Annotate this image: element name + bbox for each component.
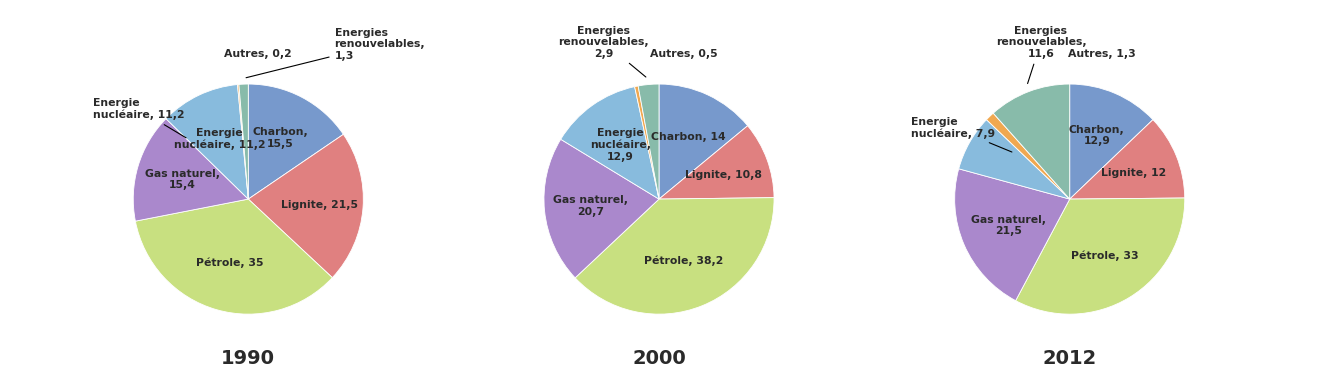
Wedge shape <box>544 139 659 278</box>
Text: Gas naturel,
20,7: Gas naturel, 20,7 <box>552 195 627 217</box>
Text: Lignite, 21,5: Lignite, 21,5 <box>281 200 358 210</box>
Text: Pétrole, 33: Pétrole, 33 <box>1070 251 1139 261</box>
Wedge shape <box>166 85 248 199</box>
Text: Energie
nucléaire, 11,2: Energie nucléaire, 11,2 <box>174 128 265 150</box>
Text: Charbon,
15,5: Charbon, 15,5 <box>253 127 308 149</box>
Wedge shape <box>634 86 659 199</box>
Text: Lignite, 10,8: Lignite, 10,8 <box>685 170 762 180</box>
Wedge shape <box>659 84 747 199</box>
Text: Charbon, 14: Charbon, 14 <box>651 131 726 142</box>
Wedge shape <box>248 84 344 199</box>
Text: Charbon,
12,9: Charbon, 12,9 <box>1069 125 1124 146</box>
Text: Energie
nucléaire,
12,9: Energie nucléaire, 12,9 <box>589 128 651 162</box>
Wedge shape <box>1070 84 1153 199</box>
Text: Pétrole, 38,2: Pétrole, 38,2 <box>645 256 724 266</box>
Text: Autres, 0,5: Autres, 0,5 <box>651 49 718 59</box>
Wedge shape <box>954 169 1070 301</box>
Wedge shape <box>994 84 1070 199</box>
Text: Gas naturel,
15,4: Gas naturel, 15,4 <box>145 168 220 190</box>
Text: Energies
renouvelables,
11,6: Energies renouvelables, 11,6 <box>995 26 1086 83</box>
Wedge shape <box>248 134 364 278</box>
Text: Lignite, 12: Lignite, 12 <box>1101 168 1166 178</box>
Wedge shape <box>1016 198 1185 314</box>
Text: Autres, 0,2: Autres, 0,2 <box>224 49 291 59</box>
Wedge shape <box>659 126 774 199</box>
Wedge shape <box>958 120 1070 199</box>
Text: 2012: 2012 <box>1043 349 1097 368</box>
Text: Energie
nucléaire, 7,9: Energie nucléaire, 7,9 <box>911 117 1012 152</box>
Wedge shape <box>560 86 659 199</box>
Wedge shape <box>239 84 248 199</box>
Wedge shape <box>638 84 659 199</box>
Text: 2000: 2000 <box>633 349 685 368</box>
Text: Gas naturel,
21,5: Gas naturel, 21,5 <box>971 215 1046 236</box>
Text: Energies
renouvelables,
1,3: Energies renouvelables, 1,3 <box>246 28 426 78</box>
Wedge shape <box>575 198 774 314</box>
Text: 1990: 1990 <box>221 349 275 368</box>
Text: Pétrole, 35: Pétrole, 35 <box>196 258 264 269</box>
Wedge shape <box>237 85 248 199</box>
Text: Energie
nucléaire, 11,2: Energie nucléaire, 11,2 <box>94 98 186 138</box>
Text: Energies
renouvelables,
2,9: Energies renouvelables, 2,9 <box>559 26 648 77</box>
Wedge shape <box>1070 120 1185 199</box>
Wedge shape <box>136 199 332 314</box>
Wedge shape <box>986 113 1070 199</box>
Text: Autres, 1,3: Autres, 1,3 <box>1068 49 1136 59</box>
Wedge shape <box>133 119 248 221</box>
